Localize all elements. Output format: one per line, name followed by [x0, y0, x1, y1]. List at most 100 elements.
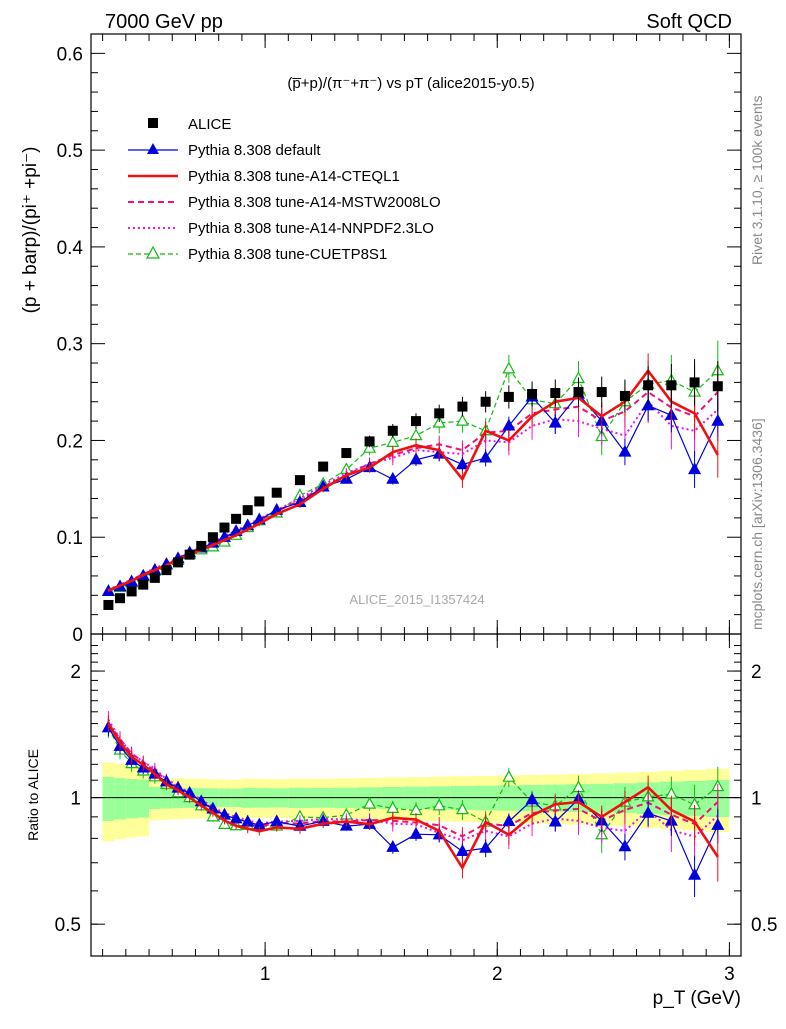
legend-entry-cteql1: Pythia 8.308 tune-A14-CTEQL1 [128, 168, 400, 185]
legend-default-marker [147, 143, 159, 154]
alice-data-point [457, 401, 468, 412]
main-y-tick-label: 0.1 [57, 528, 83, 549]
alice-data-point [161, 565, 172, 576]
series-cuetp8s1-ratio-marker [455, 802, 469, 815]
series-default-ratio-marker [409, 827, 423, 839]
alice-data-point [207, 532, 218, 543]
series-default-marker [502, 418, 516, 431]
ratio-y-tick-label: 0.5 [55, 915, 81, 936]
alice-data-point [527, 389, 538, 399]
x-tick-label: 3 [724, 964, 735, 985]
series-default-ratio-marker [711, 818, 725, 830]
axis-ticks: 0 0.1 0.2 0.3 0.4 0.5 0.6 0.5 0.5 1 1 2 2 1 2 3 [55, 34, 777, 985]
ratio-inner-band [590, 783, 614, 813]
energy-label: 7000 GeV pp [105, 11, 223, 33]
legend-nnpdf-label: Pythia 8.308 tune-A14-NNPDF2.3LO [188, 220, 434, 237]
series-cteql1-ratio-line [107, 722, 719, 870]
legend-entry-nnpdf: Pythia 8.308 tune-A14-NNPDF2.3LO [128, 220, 434, 237]
main-y-tick-label: 0.3 [57, 335, 83, 356]
series-default-marker [455, 457, 469, 470]
alice-data-point [184, 549, 195, 560]
main-y-tick-label: 0.5 [57, 141, 83, 162]
alice-data-point [712, 381, 723, 392]
series-cuetp8s1-ratio-marker [502, 769, 516, 782]
main-y-tick-label: 0.2 [57, 431, 83, 452]
rivet-side-label: Rivet 3.1.10, ≥ 100k events [749, 95, 765, 265]
alice-data-point [341, 448, 352, 459]
legend-entry-cuetp8s1: Pythia 8.308 tune-CUETP8S1 [128, 245, 387, 263]
series-default-ratio-marker [525, 792, 539, 805]
legend-alice-marker [148, 118, 158, 128]
alice-data-point [173, 557, 184, 568]
alice-data-point [231, 513, 242, 524]
process-label: Soft QCD [646, 11, 732, 33]
alice-data-point [219, 522, 230, 533]
alice-data-point [387, 425, 398, 436]
alice-data-point [550, 388, 561, 399]
series-default-ratio-marker [618, 839, 632, 852]
series-cteql1-line [107, 369, 719, 592]
series-cuetp8s1-ratio-marker [363, 796, 377, 809]
main-y-axis-label: (p + barp)/(pi⁺ +pi⁻) [20, 147, 41, 314]
alice-data-point [126, 586, 137, 597]
legend-cuetp8s1-marker [145, 245, 161, 259]
series-default-ratio-marker [479, 840, 493, 853]
series-default-ratio-marker [641, 805, 655, 818]
alice-data-point [643, 380, 654, 391]
alice-data-point [503, 391, 514, 402]
watermark-label: ALICE_2015_I1357424 [349, 592, 484, 607]
series-cuetp8s1-marker [455, 413, 469, 426]
legend-entry-mstw: Pythia 8.308 tune-A14-MSTW2008LO [128, 194, 441, 211]
alice-data-point [364, 436, 375, 447]
alice-data-point [196, 540, 207, 551]
ratio-y-axis-label: Ratio to ALICE [25, 749, 41, 841]
series-default-ratio-marker [548, 814, 562, 827]
series-default-marker [386, 471, 400, 484]
series-default-marker [409, 452, 423, 465]
legend-default-label: Pythia 8.308 default [188, 142, 321, 159]
alice-data-point [480, 396, 491, 407]
series-cteql1 [107, 353, 719, 882]
plot-title: (p̅+p)/(π⁻+π⁻) vs pT (alice2015-y0.5) [287, 75, 534, 92]
alice-data-point [103, 599, 114, 610]
series-cuetp8s1-ratio-marker [432, 798, 446, 811]
series-default-marker [688, 462, 702, 475]
ratio-y-tick-label-right: 1 [751, 789, 762, 810]
ratio-inner-band [137, 779, 150, 818]
ratio-y-tick-label: 1 [70, 789, 81, 810]
main-y-tick-label: 0.4 [57, 238, 84, 259]
mcplots-side-label: mcplots.cern.ch [arXiv:1306.3436] [749, 418, 765, 630]
alice-data-point [318, 461, 329, 472]
alice-data-point [271, 487, 282, 498]
legend-entry-default: Pythia 8.308 default [128, 142, 321, 159]
legend: ALICE Pythia 8.308 default Pythia 8.308 … [128, 116, 441, 263]
series-cuetp8s1-marker [502, 361, 516, 374]
series-default-marker [618, 444, 632, 457]
legend-cuetp8s1-label: Pythia 8.308 tune-CUETP8S1 [188, 246, 387, 263]
series-nnpdf-line [108, 400, 719, 591]
ratio-inner-band [125, 779, 138, 819]
series-default-ratio-marker [455, 844, 469, 857]
alice-data-point [149, 572, 160, 583]
legend-mstw-label: Pythia 8.308 tune-A14-MSTW2008LO [188, 194, 441, 211]
alice-data-point [294, 475, 305, 486]
series-alice-data [103, 359, 723, 610]
ratio-plot-frame [90, 633, 742, 957]
alice-data-point [666, 380, 677, 391]
legend-cteql1-label: Pythia 8.308 tune-A14-CTEQL1 [188, 168, 400, 185]
main-y-tick-label: 0.6 [57, 44, 83, 65]
series-default-marker [711, 413, 725, 426]
series-default-ratio-marker [386, 840, 400, 852]
series-layer [101, 340, 725, 898]
x-tick-label: 1 [260, 964, 271, 985]
series-nnpdf-ratio-line [107, 719, 719, 842]
legend-alice-label: ALICE [188, 116, 231, 133]
main-y-tick-label: 0 [72, 625, 83, 646]
alice-data-point [411, 416, 421, 427]
alice-data-point [689, 377, 700, 388]
series-default-marker [548, 415, 562, 428]
alice-data-point [596, 387, 607, 398]
alice-data-point [115, 593, 126, 604]
